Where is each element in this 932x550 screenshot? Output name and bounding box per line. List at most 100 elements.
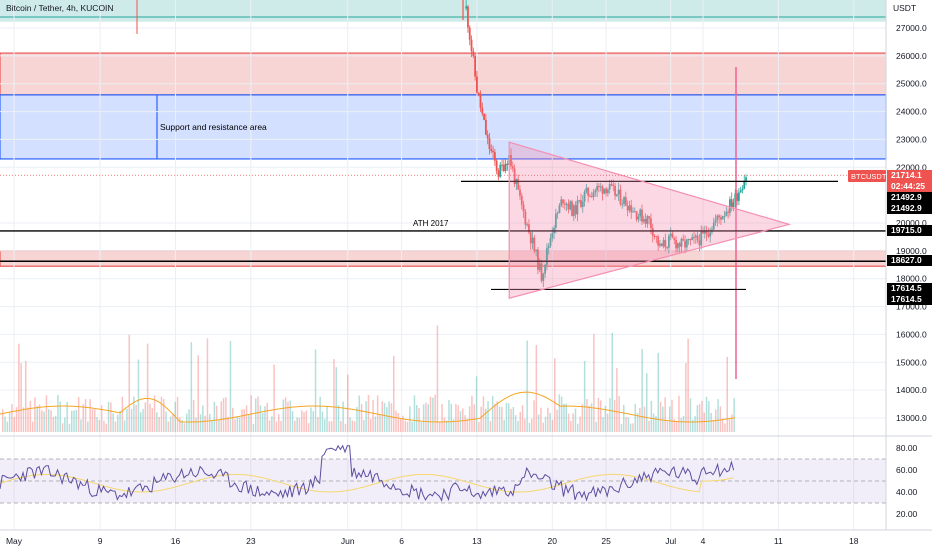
- volume-bar: [287, 401, 289, 432]
- volume-bar: [547, 407, 549, 432]
- volume-bar: [77, 397, 80, 432]
- volume-bar: [544, 416, 547, 432]
- volume-bar: [487, 401, 489, 432]
- rsi-tick-label: 20.00: [896, 509, 918, 519]
- candle-body: [732, 202, 735, 207]
- volume-bar: [473, 404, 475, 432]
- volume-bar: [245, 405, 248, 432]
- candle-body: [637, 216, 640, 220]
- volume-bar: [310, 407, 312, 432]
- volume-bar: [533, 400, 535, 432]
- candle-body: [528, 224, 530, 233]
- volume-bar: [75, 409, 78, 432]
- volume-bar: [650, 400, 653, 432]
- volume-bar: [517, 421, 519, 432]
- candle-body: [712, 222, 715, 230]
- volume-bar: [264, 406, 266, 432]
- time-tick-label: 23: [246, 536, 256, 546]
- volume-bar: [480, 406, 482, 432]
- volume-bar: [432, 397, 434, 432]
- volume-bar: [227, 416, 229, 432]
- volume-bar: [429, 396, 432, 432]
- volume-bar: [96, 417, 98, 432]
- volume-bar: [43, 411, 45, 432]
- volume-bar: [560, 396, 563, 432]
- candle-body: [639, 209, 642, 217]
- volume-bar: [259, 405, 262, 432]
- volume-bar: [100, 405, 103, 432]
- volume-bar: [156, 412, 158, 432]
- volume-bar: [491, 396, 494, 432]
- volume-bar: [554, 358, 556, 432]
- volume-bar: [307, 423, 310, 432]
- candle-body: [614, 186, 616, 196]
- volume-bar: [360, 404, 363, 432]
- candle-body: [569, 201, 572, 210]
- candle-body: [537, 249, 539, 270]
- time-tick-label: 6: [399, 536, 404, 546]
- candle-body: [510, 155, 512, 167]
- volume-bar: [305, 410, 308, 432]
- candle-body: [635, 211, 638, 220]
- rsi-line: [0, 444, 735, 502]
- candle-body: [721, 216, 724, 220]
- volume-bar: [540, 407, 542, 432]
- volume-bar: [418, 408, 420, 432]
- candle-body: [682, 238, 685, 241]
- candle-body: [580, 200, 582, 207]
- volume-bar: [611, 332, 613, 432]
- candle-body: [481, 107, 484, 114]
- overlays-layer: [0, 67, 886, 379]
- candle-body: [513, 168, 516, 184]
- price-tick-label: 17000.0: [896, 302, 927, 312]
- candle-body: [693, 236, 695, 238]
- volume-bar: [721, 418, 724, 432]
- candle-body: [486, 134, 489, 139]
- volume-bar: [87, 421, 89, 432]
- candle-body: [529, 232, 532, 244]
- volume-bar: [452, 419, 455, 432]
- volume-bar: [579, 416, 581, 432]
- candle-body: [612, 184, 615, 187]
- candle-body: [606, 189, 609, 194]
- volume-bar: [498, 406, 501, 432]
- triangle-pattern: [508, 141, 792, 299]
- volume-bar: [459, 411, 462, 432]
- volume-bar: [128, 334, 130, 432]
- volume-bar: [406, 421, 409, 432]
- candle-body: [725, 211, 728, 216]
- volume-bar: [314, 349, 317, 432]
- volume-bar: [158, 417, 160, 432]
- volume-bar: [526, 340, 528, 432]
- volume-bar: [190, 342, 193, 432]
- time-tick-label: 13: [472, 536, 482, 546]
- volume-bar: [521, 405, 524, 432]
- candle-body: [590, 196, 593, 198]
- volume-bar: [719, 406, 722, 432]
- upper-red-zone: [0, 52, 887, 96]
- price-tick-label: 15000.0: [896, 357, 927, 367]
- volume-bar: [383, 402, 386, 432]
- candle-body: [556, 212, 559, 214]
- volume-bar: [367, 394, 370, 432]
- candle-body: [657, 236, 660, 246]
- volume-bar: [169, 416, 172, 432]
- volume-bar: [197, 355, 199, 432]
- volume-bar: [29, 400, 32, 432]
- volume-bar: [82, 404, 84, 432]
- candle-body: [705, 231, 708, 235]
- candle-body: [737, 192, 740, 201]
- volume-bar: [372, 400, 374, 432]
- volume-bar: [595, 421, 597, 432]
- volume-bar: [634, 403, 636, 432]
- candle-body: [675, 239, 677, 249]
- volume-bar: [501, 406, 503, 432]
- candle-body: [651, 228, 654, 236]
- volume-bar: [172, 414, 174, 432]
- volume-bar: [146, 343, 149, 432]
- volume-bar: [188, 409, 190, 432]
- candle-body: [598, 186, 600, 188]
- candle-body: [531, 237, 534, 244]
